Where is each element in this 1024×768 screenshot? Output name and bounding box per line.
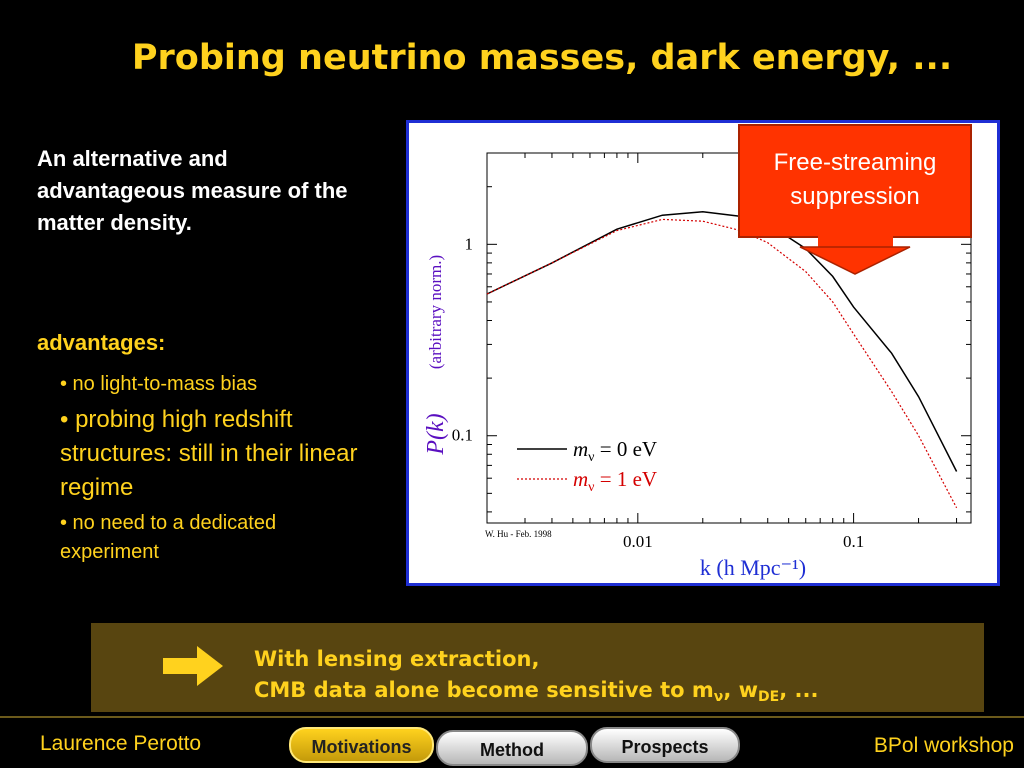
advantages-list: • no light-to-mass bias • probing high r… [60,370,360,571]
x-tick-label: 0.1 [843,532,864,551]
y-axis-label: P(k) [423,413,449,455]
footer-author: Laurence Perotto [40,732,202,755]
lensing-banner: With lensing extraction, CMB data alone … [91,623,984,712]
nav-method-button[interactable]: Method [436,730,588,766]
footer-divider [0,716,1024,718]
footer-workshop: BPol workshop [873,734,1014,757]
nav-prospects-button[interactable]: Prospects [590,727,740,763]
callout-arrow-shape [738,124,972,275]
y-axis-sublabel: (arbitrary norm.) [426,255,445,369]
legend-label-0: mν = 0 eV [573,437,657,465]
advantage-item: • no need to a dedicated experiment [60,512,277,563]
slide-title: Probing neutrino masses, dark energy, ..… [131,38,953,78]
banner-line2: CMB data alone become sensitive to mν, w… [254,678,819,705]
callout-label: Free-streaming suppression [773,149,937,210]
y-tick-label: 1 [465,234,474,253]
banner-text: With lensing extraction, CMB data alone … [254,644,818,713]
advantage-item: • no light-to-mass bias [60,373,258,395]
chart-credit: W. Hu - Feb. 1998 [485,529,552,539]
right-arrow-icon [163,646,223,686]
x-tick-label: 0.01 [623,532,653,551]
nav-motivations-button[interactable]: Motivations [289,727,434,763]
advantages-heading: advantages: [37,330,166,355]
y-tick-label: 0.1 [452,426,473,445]
free-streaming-callout: Free-streaming suppression [738,124,974,281]
intro-text: An alternative and advantageous measure … [37,146,348,235]
legend-label-1: mν = 1 eV [573,467,657,495]
y-axis-label-group: P(k) (arbitrary norm.) [423,255,449,456]
advantage-item: • probing high redshift structures: stil… [60,406,358,501]
x-axis-label: k (h Mpc⁻¹) [700,555,806,580]
series-line-1 [486,218,958,509]
plot-frame [486,152,972,524]
banner-line1: With lensing extraction, [254,647,540,671]
